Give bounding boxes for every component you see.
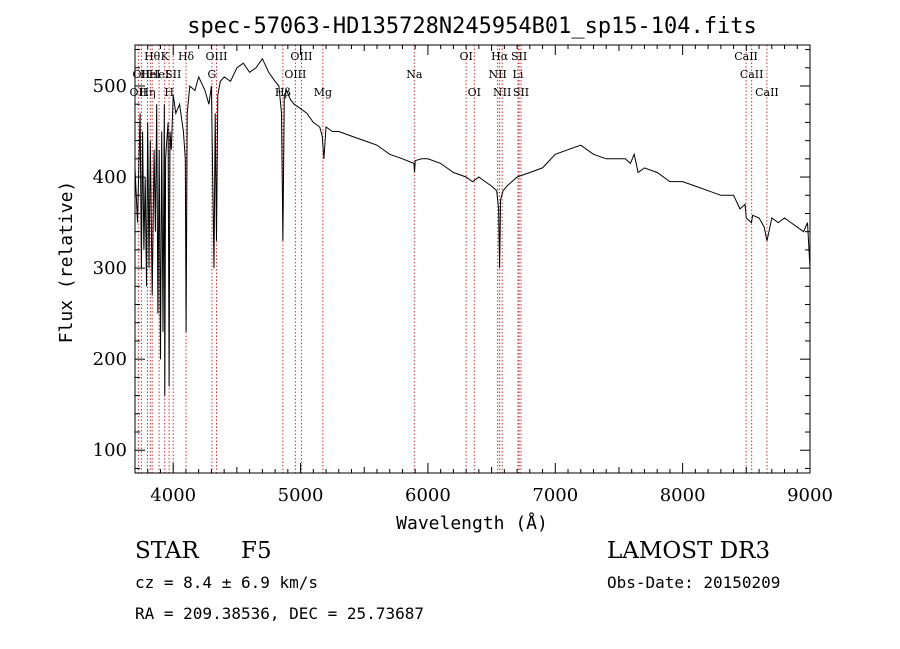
y-tick-label: 200 — [93, 349, 127, 370]
y-tick-label: 100 — [93, 440, 127, 461]
line-marker-label: OI — [468, 86, 481, 99]
object-subclass: F5 — [241, 538, 272, 564]
line-marker-label: K — [161, 50, 170, 63]
x-tick-label: 4000 — [150, 485, 196, 506]
line-marker-label: Na — [406, 68, 423, 81]
line-marker-label: Hη — [139, 86, 155, 99]
line-marker-label: NII — [493, 86, 511, 99]
chart-title: spec-57063-HD135728N245954B01_sp15-104.f… — [187, 14, 757, 39]
y-tick-label: 500 — [93, 76, 127, 97]
spectral-line-labels: OIIOIIHηHeIHθHeIKHSIIHδGOIIIHβOIIIOIIIMg… — [129, 50, 778, 99]
x-tick-label: 9000 — [787, 485, 833, 506]
line-marker-label: OI — [459, 50, 472, 63]
line-marker-label: OII — [129, 86, 147, 99]
line-marker-label: HeI — [140, 68, 160, 81]
line-marker-label: CaII — [755, 86, 779, 99]
line-marker-label: G — [208, 68, 217, 81]
y-tick-label: 400 — [93, 167, 127, 188]
y-axis-label: Flux (relative) — [56, 181, 77, 344]
line-marker-label: Hα — [491, 50, 509, 63]
plot-frame — [134, 44, 811, 474]
object-class: STAR — [135, 538, 199, 564]
coordinates: RA = 209.38536, DEC = 25.73687 — [135, 604, 424, 623]
y-tick-label: 300 — [93, 258, 127, 279]
line-marker-label: CaII — [734, 50, 758, 63]
line-marker-label: Hβ — [275, 86, 291, 99]
line-marker-label: NII — [489, 68, 507, 81]
spectrum-series-line — [134, 57, 811, 396]
y-axis-ticks: 100 200 300 400 500 — [93, 49, 810, 469]
line-marker-label: SII — [513, 86, 529, 99]
line-marker-label: Hδ — [178, 50, 195, 63]
x-tick-label: 6000 — [405, 485, 451, 506]
spectrum-chart: spec-57063-HD135728N245954B01_sp15-104.f… — [56, 14, 833, 534]
line-marker-label: H — [164, 86, 174, 99]
x-tick-label: 5000 — [278, 485, 324, 506]
redshift-value: cz = 8.4 ± 6.9 km/s — [135, 573, 319, 592]
x-tick-label: 7000 — [532, 485, 578, 506]
x-axis-label: Wavelength (Å) — [396, 512, 548, 534]
line-marker-label: OIII — [205, 50, 227, 63]
line-marker-label: SII — [165, 68, 181, 81]
line-marker-label: Hθ — [144, 50, 161, 63]
spectral-line-markers — [137, 45, 768, 473]
observation-date: Obs-Date: 20150209 — [607, 573, 781, 592]
line-marker-label: HeI — [149, 68, 169, 81]
line-marker-label: OIII — [284, 68, 306, 81]
line-marker-label: OII — [133, 68, 151, 81]
survey-name: LAMOST DR3 — [607, 538, 771, 564]
line-marker-label: CaII — [740, 68, 764, 81]
line-marker-label: Mg — [314, 86, 332, 99]
x-axis-ticks: 4000 5000 6000 7000 8000 9000 — [147, 45, 833, 506]
x-tick-label: 8000 — [660, 485, 706, 506]
line-marker-label: OIII — [290, 50, 312, 63]
line-marker-label: Li — [513, 68, 524, 81]
line-marker-label: SII — [511, 50, 527, 63]
